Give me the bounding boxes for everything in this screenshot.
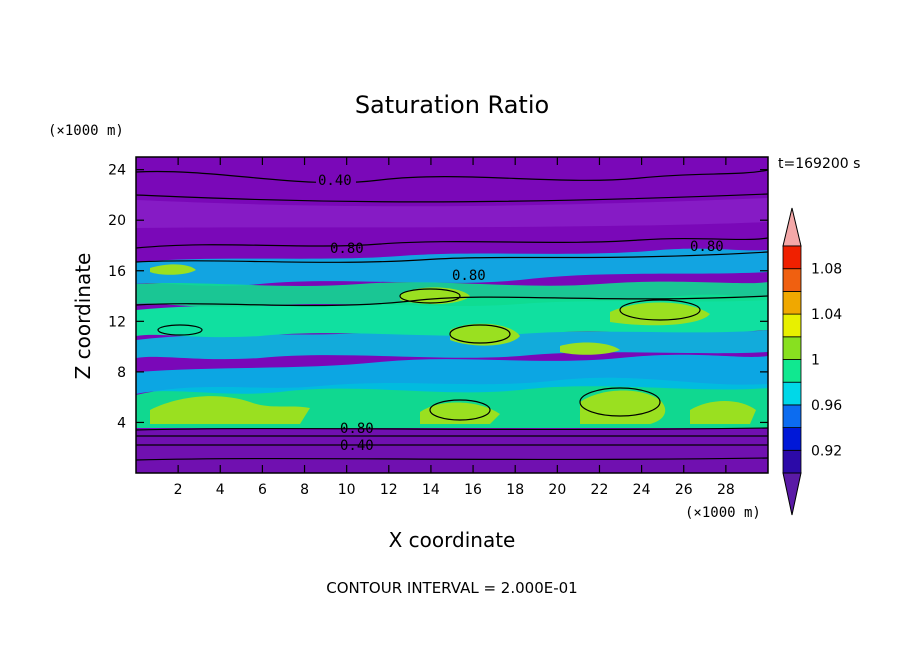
- y-unit-label: (×1000 m): [48, 123, 124, 139]
- contour-label: 0.80: [340, 421, 374, 437]
- time-label: t=169200 s: [778, 156, 860, 172]
- x-tick-label: 4: [216, 482, 225, 498]
- colorbar: 0.92 0.96 1 1.04 1.08: [782, 207, 842, 516]
- band-mid-cyan: [136, 294, 768, 338]
- x-tick-label: 14: [422, 482, 440, 498]
- x-tick-label: 12: [380, 482, 398, 498]
- x-tick-label: 16: [464, 482, 482, 498]
- colorbar-segment: [782, 381, 802, 406]
- contour-label: 0.80: [690, 239, 724, 255]
- patch-green-6: [610, 302, 710, 326]
- band-upper-blue: [136, 248, 768, 286]
- contour-lines: [136, 169, 768, 461]
- y-axis: 4 8 12 16 20 24: [108, 163, 768, 431]
- y-tick-label: 4: [117, 415, 126, 431]
- y-tick-label: 20: [108, 213, 126, 229]
- patch-green-7: [560, 342, 620, 355]
- colorbar-tick-label: 0.92: [811, 443, 842, 459]
- colorbar-segment: [782, 313, 802, 338]
- colorbar-tick-label: 1: [811, 353, 820, 369]
- x-tick-label: 18: [506, 482, 524, 498]
- plot-frame: [135, 156, 769, 474]
- colorbar-tick-label: 1.08: [811, 262, 842, 278]
- colorbar-segment: [782, 245, 802, 270]
- x-tick-label: 10: [338, 482, 356, 498]
- patch-green-1: [150, 396, 310, 424]
- x-unit-label: (×1000 m): [685, 505, 761, 521]
- colorbar-tick-label: 1.04: [811, 307, 842, 323]
- y-tick-label: 12: [108, 314, 126, 330]
- patch-green-3: [580, 390, 666, 424]
- x-tick-label: 28: [717, 482, 735, 498]
- patch-green-9: [150, 264, 196, 275]
- colorbar-segment: [782, 404, 802, 428]
- colorbar-segment: [782, 427, 802, 451]
- y-tick-label: 8: [117, 365, 126, 381]
- colorbar-tick-label: 0.96: [811, 398, 842, 414]
- x-tick-label: 24: [633, 482, 651, 498]
- patch-green-2: [420, 402, 500, 424]
- colorbar-bottom-arrow: [782, 472, 802, 516]
- colorbar-segment: [782, 449, 802, 474]
- contour-interval-footer: CONTOUR INTERVAL = 2.000E-01: [326, 579, 577, 597]
- y-tick-label: 24: [108, 163, 126, 179]
- contour-label: 0.40: [318, 173, 352, 189]
- patch-green-4: [690, 401, 756, 424]
- x-tick-label: 20: [548, 482, 566, 498]
- band-lower-blue: [136, 354, 768, 394]
- contour-label: 0.80: [330, 241, 364, 257]
- contour-label: 0.80: [452, 268, 486, 284]
- y-tick-label: 16: [108, 264, 126, 280]
- x-axis-label: X coordinate: [389, 528, 516, 552]
- x-tick-label: 22: [591, 482, 609, 498]
- x-tick-label: 26: [675, 482, 693, 498]
- colorbar-segment: [782, 336, 802, 360]
- x-axis: 2 4 6 8 10 12 14 16 18 20 22 24 26 28: [174, 157, 735, 498]
- colorbar-segment: [782, 290, 802, 315]
- colorbar-segment: [782, 268, 802, 292]
- colorbar-segment: [782, 359, 802, 383]
- y-axis-label: Z coordinate: [71, 253, 95, 380]
- shade-lowest: [136, 430, 768, 473]
- shade-upper: [136, 198, 768, 228]
- contour-label: 0.40: [340, 438, 374, 454]
- contour-label-bg: [316, 172, 356, 186]
- x-tick-label: 6: [258, 482, 267, 498]
- plot-area: 0.40 0.80 0.80 0.80 0.80 0.40: [136, 157, 768, 473]
- chart-title: Saturation Ratio: [355, 91, 549, 119]
- x-tick-label: 8: [300, 482, 309, 498]
- contour-label-group: 0.40 0.80 0.80 0.80 0.80 0.40: [316, 172, 724, 454]
- x-tick-label: 2: [174, 482, 183, 498]
- colorbar-top-arrow: [782, 207, 802, 247]
